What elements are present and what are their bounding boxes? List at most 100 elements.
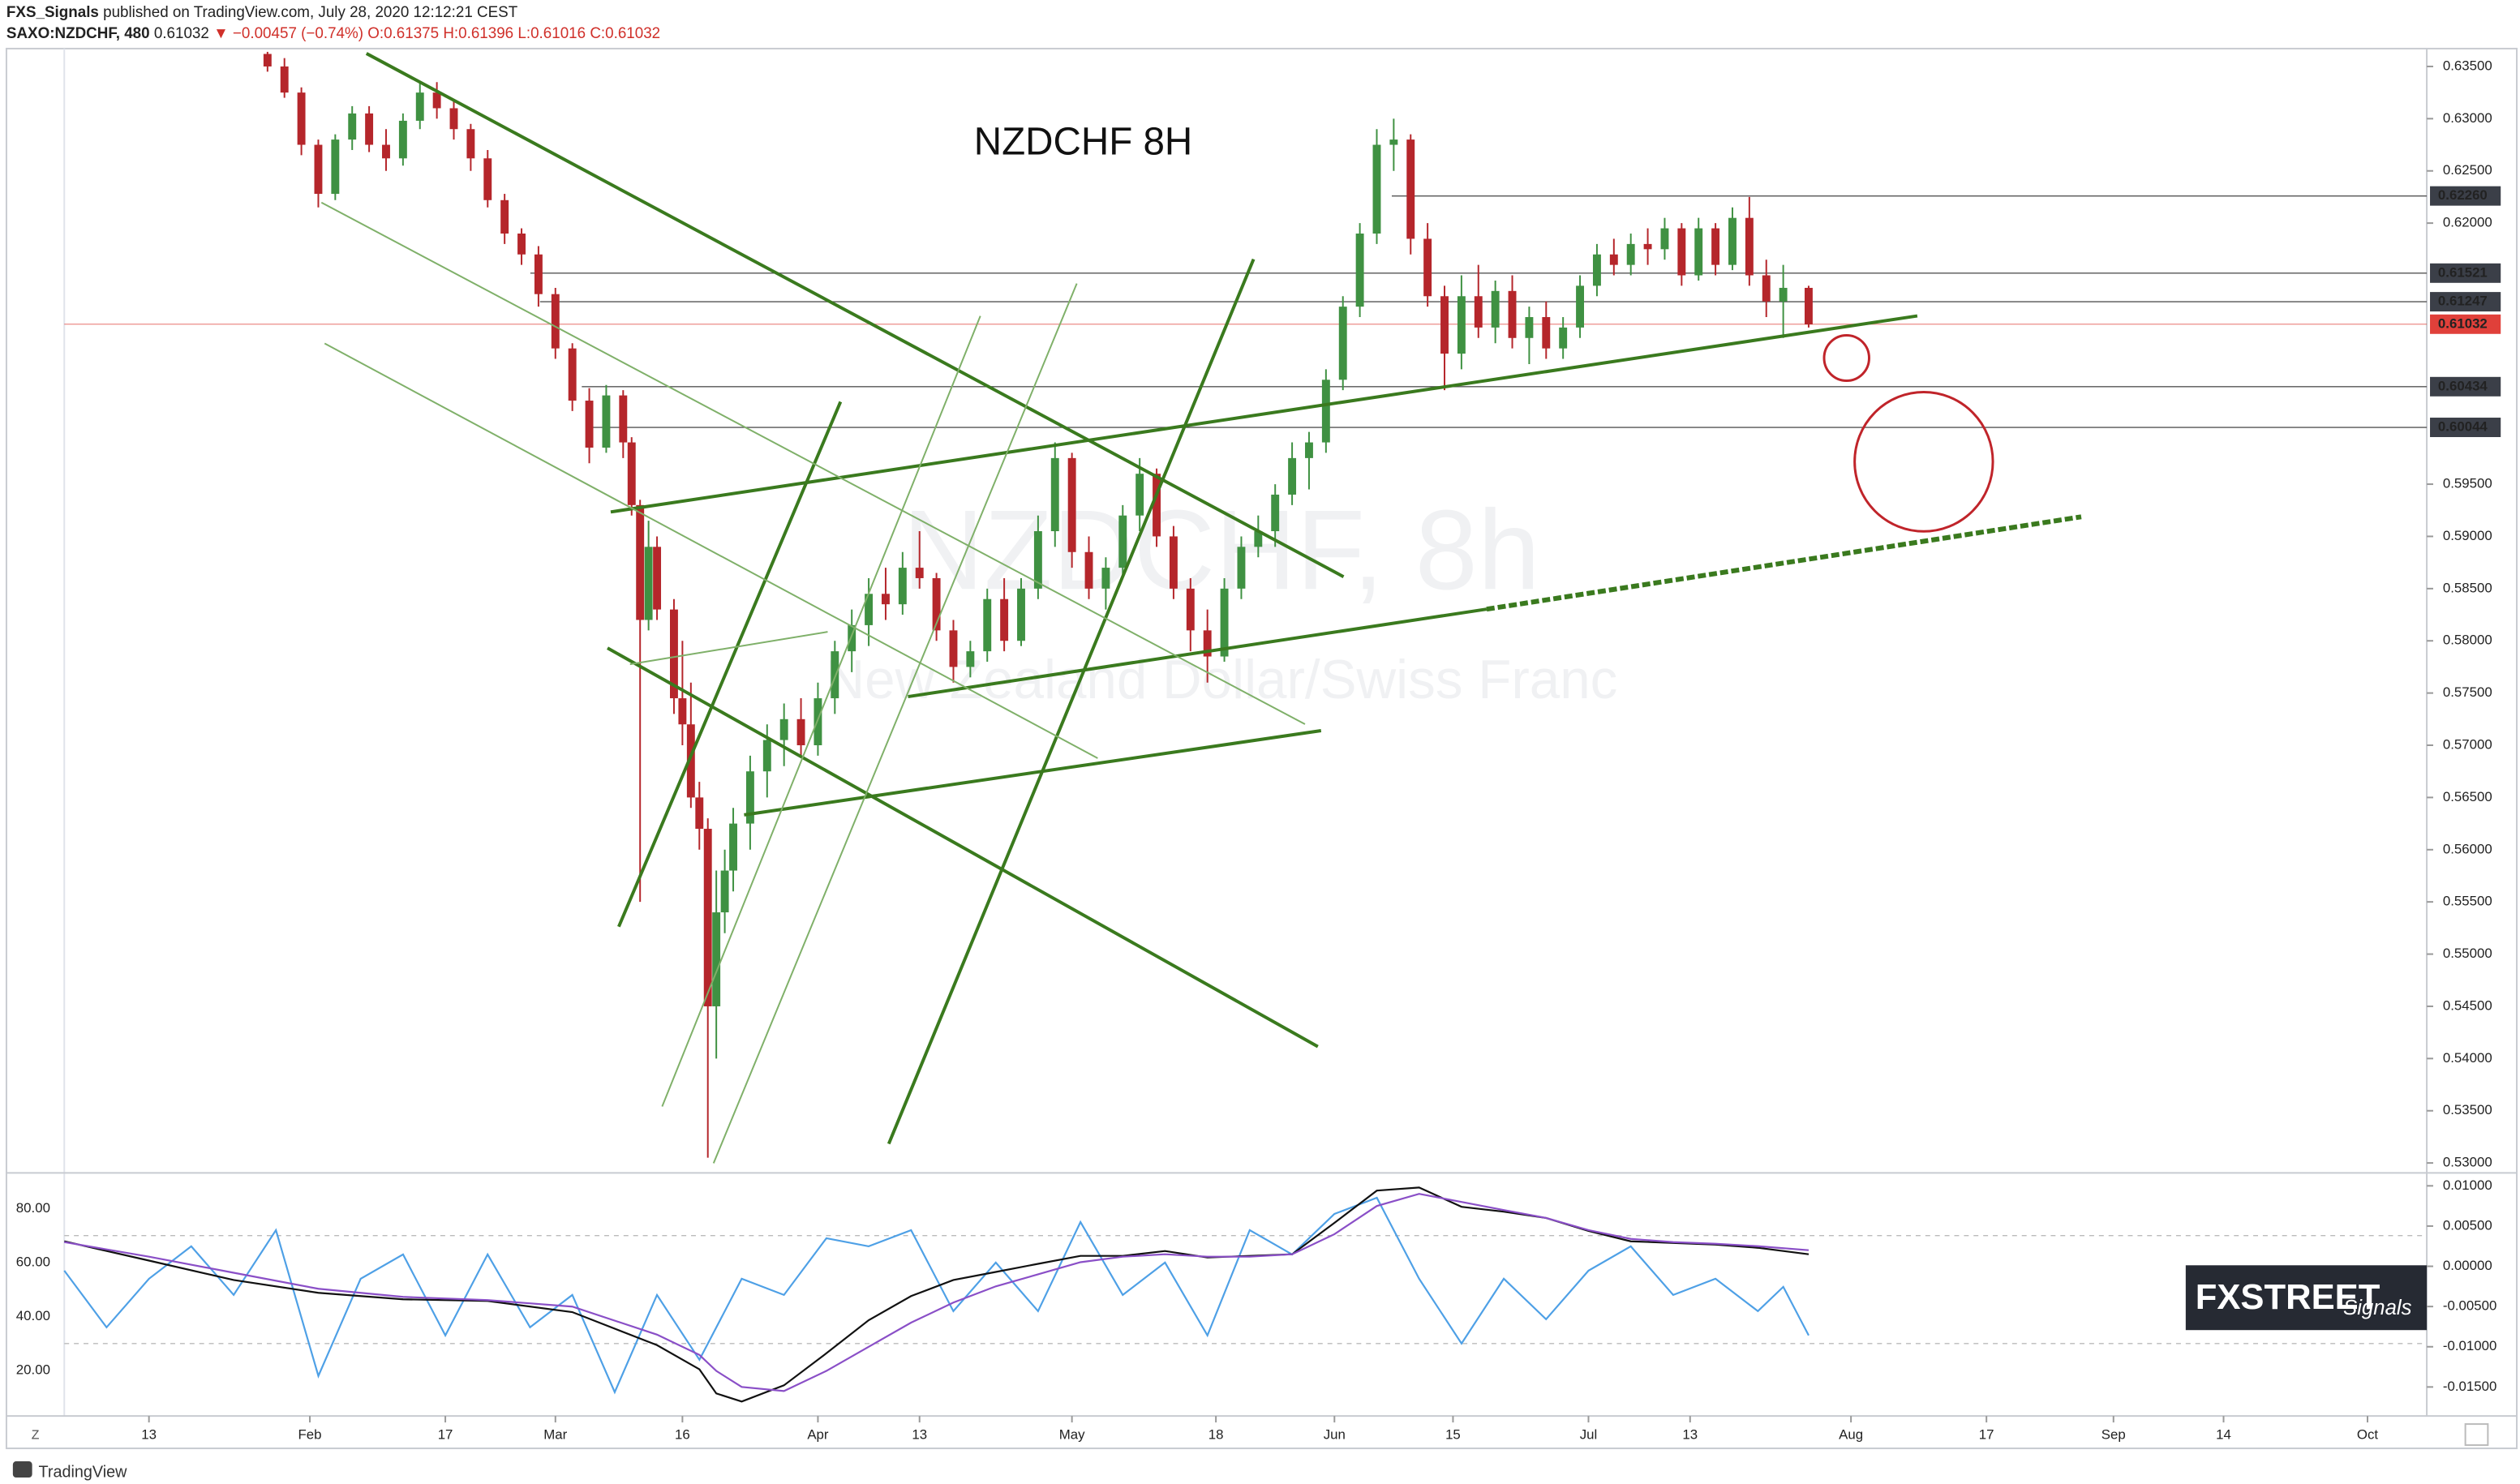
- candle-body: [619, 395, 628, 443]
- candle-body: [365, 113, 374, 145]
- y-tick-label: 0.63000: [2443, 110, 2492, 126]
- candle-body: [314, 144, 323, 195]
- candle-body: [1804, 287, 1813, 325]
- candle-body: [814, 698, 822, 746]
- candle-body: [1033, 531, 1042, 589]
- candle-body: [898, 568, 907, 605]
- y-tick-label: 60.00: [16, 1254, 50, 1269]
- candle-body: [1592, 254, 1601, 286]
- y2-tick-label: 0.00000: [2443, 1258, 2492, 1273]
- candle-body: [1271, 494, 1280, 532]
- trendline: [887, 258, 1256, 1145]
- x-tick-label: Aug: [1839, 1426, 1863, 1442]
- y2-tick-label: -0.00500: [2443, 1298, 2496, 1314]
- x-tick-label: 17: [1979, 1426, 1994, 1442]
- level-label: 0.60044: [2438, 418, 2488, 434]
- candle-body: [882, 594, 890, 605]
- close: C:0.61032: [590, 25, 660, 42]
- zoom-button[interactable]: Z: [32, 1428, 40, 1442]
- y-tick-label: 0.63500: [2443, 58, 2492, 73]
- candle-body: [1440, 296, 1449, 354]
- level-label-box: [2430, 376, 2501, 397]
- candle-body: [1050, 457, 1059, 532]
- candle-body: [1101, 568, 1110, 589]
- y-tick-label: 0.58500: [2443, 580, 2492, 595]
- candle-body: [1136, 474, 1144, 516]
- trendline: [607, 646, 1319, 1049]
- level-label-box: [2430, 186, 2501, 206]
- candle-body: [1559, 327, 1568, 349]
- candle-body: [1626, 243, 1635, 265]
- candle-body: [1576, 285, 1585, 328]
- candle-body: [1321, 380, 1330, 443]
- logo-box: [2185, 1265, 2428, 1331]
- highlight-circle: [1853, 390, 1994, 533]
- candle-body: [720, 870, 729, 913]
- candle-body: [551, 294, 560, 349]
- x-tick-label: 16: [675, 1426, 690, 1442]
- candle-body: [865, 594, 874, 625]
- logo-sub: Signals: [2343, 1297, 2412, 1319]
- trendline: [610, 314, 1918, 514]
- candle-body: [644, 547, 653, 620]
- low: L:0.61016: [517, 25, 586, 42]
- x-tick-label: 13: [141, 1426, 157, 1442]
- candle-body: [348, 113, 357, 140]
- published: published on TradingView.com, July 28, 2…: [103, 4, 518, 21]
- indicator-line: [63, 1196, 1810, 1395]
- candle-body: [712, 912, 721, 1006]
- highlight-circle: [1822, 334, 1870, 382]
- channel-line: [629, 631, 828, 666]
- trendline: [744, 729, 1322, 817]
- candle-body: [983, 598, 992, 652]
- candle-body: [1237, 547, 1246, 589]
- candle-body: [1677, 228, 1686, 276]
- x-tick-label: Feb: [298, 1426, 322, 1442]
- level-label-box: [2430, 418, 2501, 437]
- change: ▼ −0.00457 (−0.74%): [213, 25, 363, 42]
- candle-body: [669, 609, 678, 699]
- candle-body: [585, 401, 594, 448]
- candle-body: [449, 108, 458, 130]
- candle-body: [762, 740, 771, 772]
- level-label: 0.61247: [2438, 294, 2488, 309]
- candle-body: [1389, 139, 1398, 145]
- y2-tick-label: -0.01500: [2443, 1379, 2496, 1394]
- y-tick-label: 0.62000: [2443, 215, 2492, 230]
- trendline-dashed: [1486, 514, 2082, 612]
- channel-line: [712, 283, 1078, 1164]
- candle-body: [297, 92, 306, 145]
- symbol: SAXO:NZDCHF, 480: [6, 25, 150, 42]
- y-tick-label: 0.59500: [2443, 475, 2492, 491]
- y-tick-label: 0.53500: [2443, 1102, 2492, 1117]
- drawings: [320, 52, 2082, 1164]
- settings-button[interactable]: [2464, 1423, 2489, 1447]
- candle-body: [1660, 228, 1669, 250]
- candle-body: [432, 92, 441, 109]
- candle-body: [1118, 515, 1127, 568]
- candle-body: [678, 698, 687, 725]
- candle-body: [1711, 228, 1720, 265]
- candle-body: [500, 199, 509, 234]
- y-tick-label: 0.54000: [2443, 1050, 2492, 1066]
- candle-body: [627, 442, 636, 505]
- candle-body: [831, 651, 839, 699]
- candle-body: [745, 771, 754, 824]
- candle-body: [1525, 317, 1534, 338]
- candle-body: [1084, 551, 1093, 589]
- header-line-1: FXS_Signals published on TradingView.com…: [6, 4, 518, 21]
- candle-body: [1491, 290, 1500, 328]
- x-tick-label: Sep: [2101, 1426, 2126, 1442]
- y-tick-label: 0.57500: [2443, 684, 2492, 700]
- tradingview-icon: [12, 1461, 32, 1478]
- candle-body: [1508, 290, 1517, 338]
- trendline: [908, 607, 1488, 699]
- channel-line: [320, 201, 1306, 725]
- y-tick-label: 40.00: [16, 1308, 50, 1323]
- y2-tick-label: -0.01000: [2443, 1338, 2496, 1353]
- y-tick-label: 0.57000: [2443, 736, 2492, 752]
- candle-body: [517, 234, 526, 255]
- candle-body: [796, 718, 805, 746]
